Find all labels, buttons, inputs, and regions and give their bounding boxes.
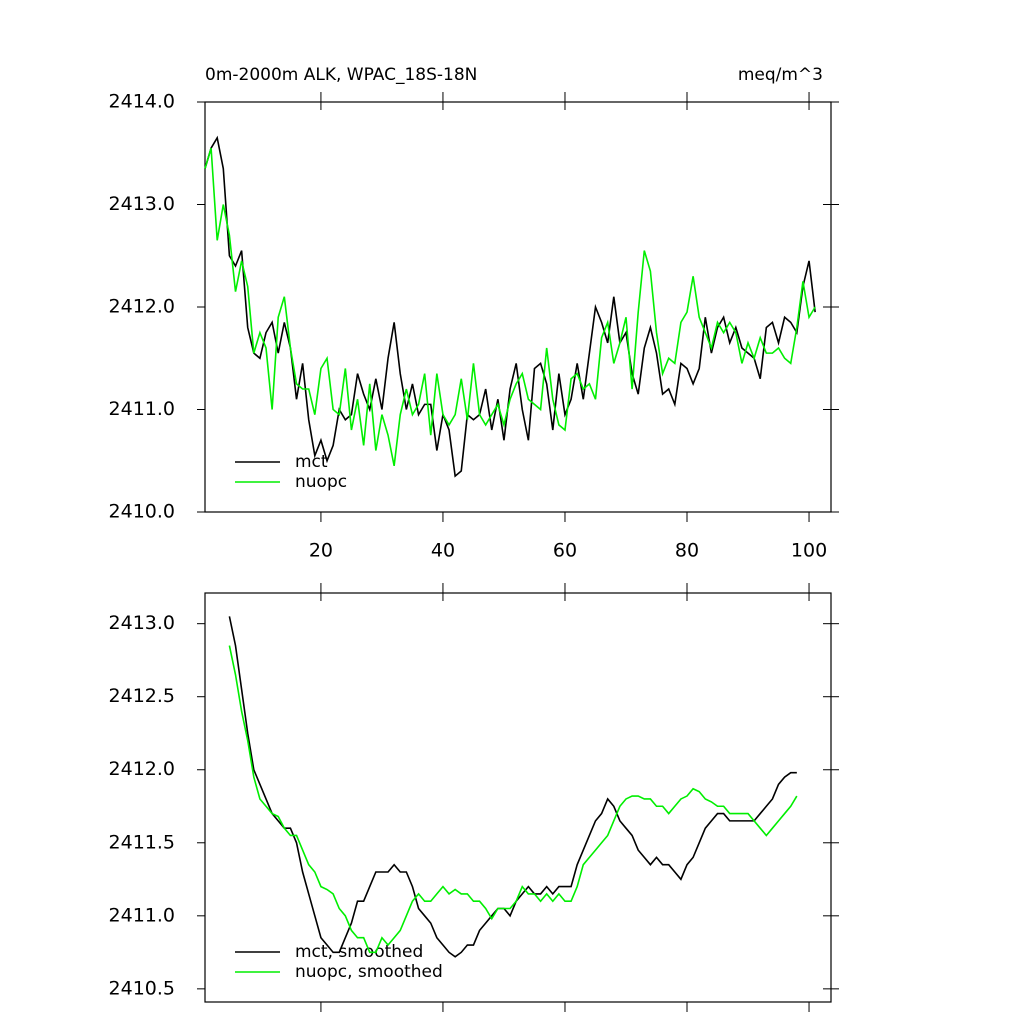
y-tick-label: 2411.0	[109, 904, 175, 926]
data-line	[228, 645, 798, 954]
y-tick-label: 2411.5	[109, 831, 175, 853]
y-tick-label: 2414.0	[109, 91, 175, 113]
y-tick-label: 2412.0	[109, 296, 175, 318]
legend-label: mct, smoothed	[295, 942, 423, 962]
y-tick-label: 2413.0	[109, 193, 175, 215]
legend-label: nuopc	[295, 472, 347, 492]
y-tick-label: 2412.0	[109, 758, 175, 780]
y-tick-label: 2412.5	[109, 685, 175, 707]
x-tick-label: 80	[675, 540, 699, 562]
plot-frame	[204, 101, 832, 513]
y-tick-label: 2413.0	[109, 612, 175, 634]
plot-frame	[204, 592, 832, 1003]
legend-label: mct	[295, 452, 328, 472]
data-line	[204, 135, 816, 478]
y-tick-label: 2410.5	[109, 977, 175, 999]
legend-label: nuopc, smoothed	[295, 962, 443, 982]
units-label: meq/m^3	[738, 65, 823, 85]
x-tick-label: 20	[309, 540, 333, 562]
chart-title: 0m-2000m ALK, WPAC_18S-18N	[205, 65, 477, 85]
data-line	[204, 147, 816, 467]
x-tick-label: 40	[431, 540, 455, 562]
x-tick-label: 60	[553, 540, 577, 562]
y-tick-label: 2410.0	[109, 501, 175, 523]
data-line	[228, 616, 797, 958]
x-tick-label: 100	[791, 540, 827, 562]
y-tick-label: 2411.0	[109, 398, 175, 420]
